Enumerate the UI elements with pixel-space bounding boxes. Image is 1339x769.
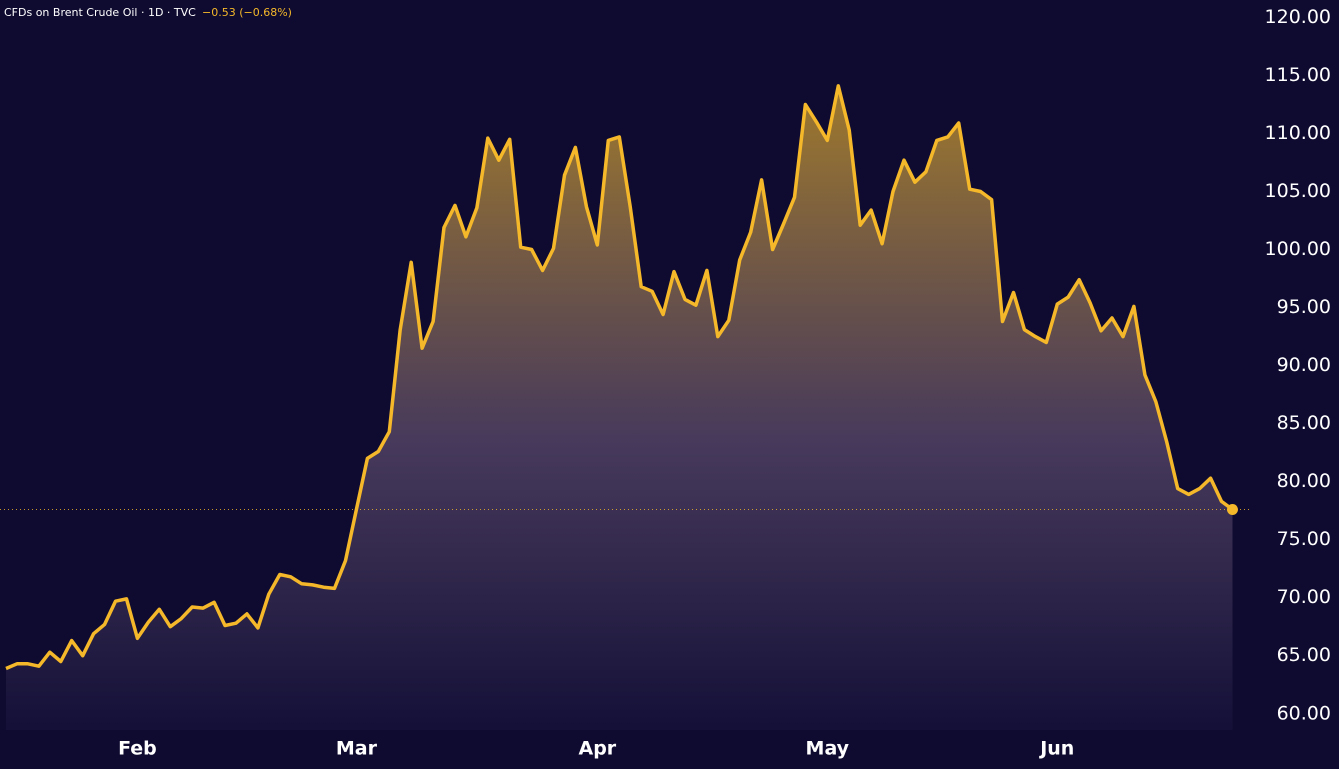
x-tick-label: Feb	[118, 738, 157, 760]
x-tick-label: Mar	[336, 738, 378, 760]
y-tick-label: 90.00	[1277, 354, 1331, 376]
last-price-dot	[1226, 503, 1238, 515]
y-tick-label: 105.00	[1265, 180, 1331, 202]
y-tick-label: 95.00	[1277, 296, 1331, 318]
x-tick-label: Jun	[1038, 738, 1074, 760]
y-tick-label: 65.00	[1277, 644, 1331, 666]
y-tick-label: 80.00	[1277, 470, 1331, 492]
y-tick-label: 115.00	[1265, 64, 1331, 86]
y-tick-label: 100.00	[1265, 238, 1331, 260]
y-tick-label: 60.00	[1277, 702, 1331, 724]
price-change: −0.53 (−0.68%)	[202, 6, 292, 19]
y-tick-label: 120.00	[1265, 6, 1331, 28]
area-fill	[6, 85, 1233, 730]
y-tick-label: 85.00	[1277, 412, 1331, 434]
price-line	[5, 84, 1234, 671]
y-tick-label: 70.00	[1277, 586, 1331, 608]
y-tick-label: 110.00	[1265, 122, 1331, 144]
chart-title: CFDs on Brent Crude Oil · 1D · TVC	[4, 6, 196, 19]
x-tick-label: May	[806, 738, 850, 760]
y-tick-label: 75.00	[1277, 528, 1331, 550]
x-tick-label: Apr	[579, 738, 617, 760]
